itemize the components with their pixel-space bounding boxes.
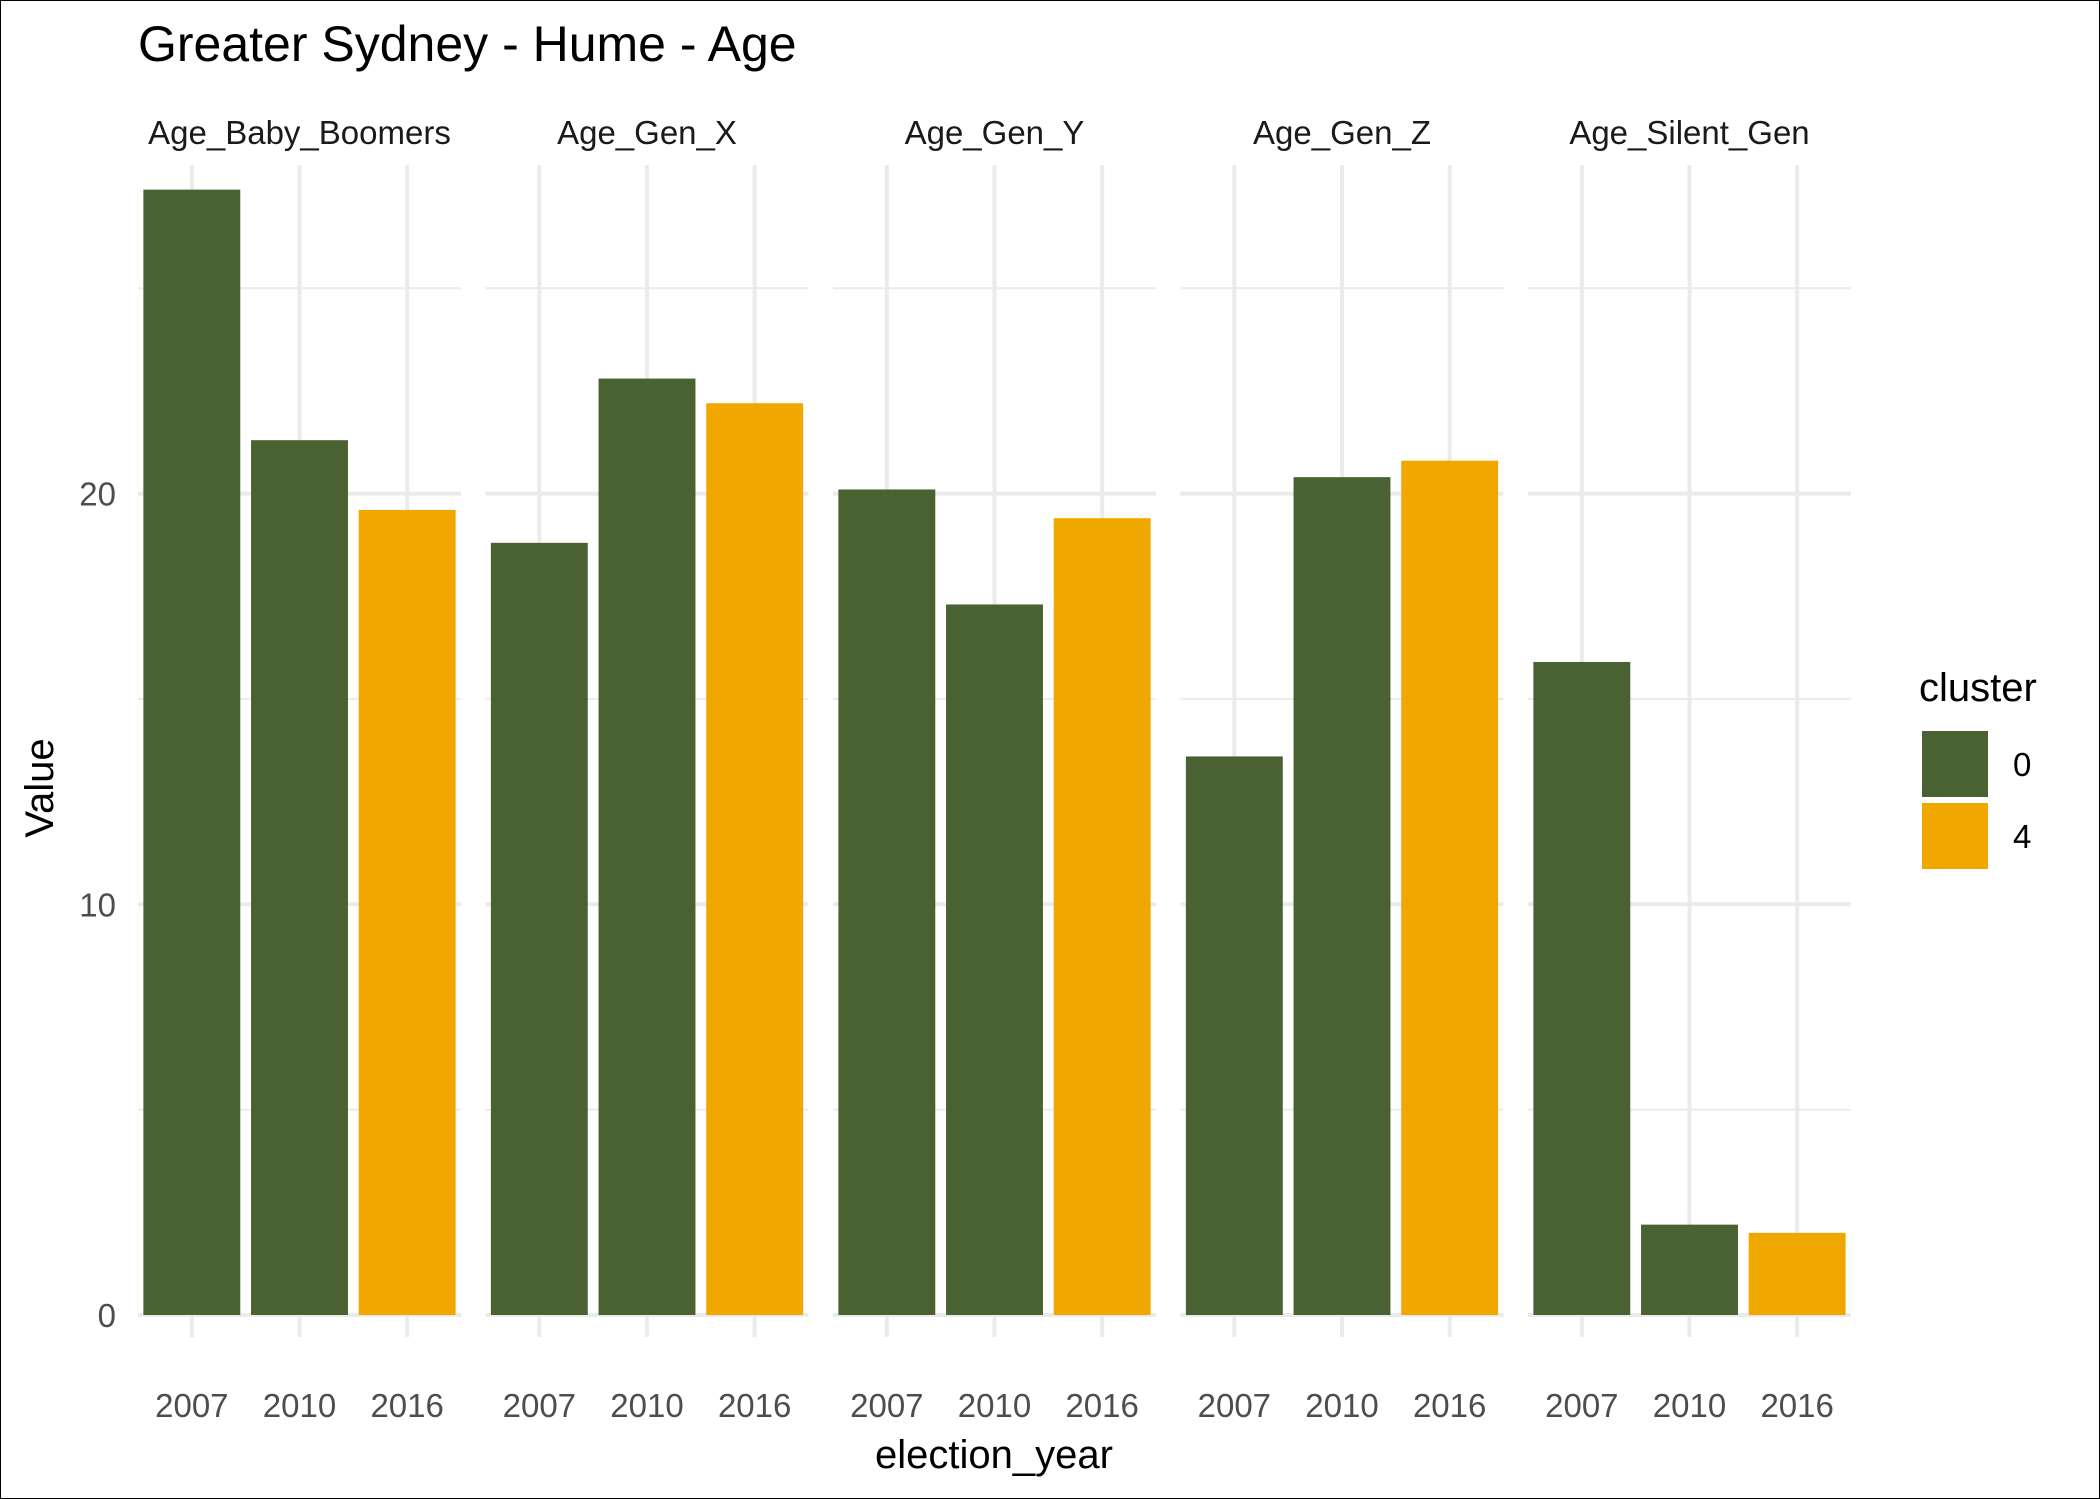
y-tick-labels: 0 10 20 <box>79 476 116 1334</box>
bar-Age_Gen_Y-2016 <box>1053 518 1151 1315</box>
bar-Age_Silent_Gen-2016 <box>1748 1232 1846 1315</box>
facet-label: Age_Baby_Boomers <box>148 114 451 151</box>
x-tick-label: 2010 <box>1653 1387 1726 1424</box>
facet-label: Age_Gen_X <box>557 114 737 151</box>
bar-Age_Baby_Boomers-2016 <box>358 510 456 1315</box>
bar-Age_Silent_Gen-2010 <box>1641 1224 1738 1315</box>
x-tick-label: 2016 <box>1760 1387 1833 1424</box>
x-tick-label: 2007 <box>503 1387 576 1424</box>
x-tick-label: 2007 <box>1545 1387 1618 1424</box>
facet-strip-labels: Age_Baby_Boomers Age_Gen_X Age_Gen_Y Age_Ge… <box>148 114 1810 151</box>
x-tick-label: 2010 <box>610 1387 683 1424</box>
y-tick-label: 20 <box>79 476 116 513</box>
bar-Age_Gen_Y-2007 <box>838 489 936 1315</box>
bar-Age_Gen_Z-2016 <box>1401 460 1499 1315</box>
bar-Age_Baby_Boomers-2007 <box>143 189 241 1316</box>
x-tick-label: 2007 <box>850 1387 923 1424</box>
bar-Age_Gen_X-2016 <box>706 403 804 1315</box>
legend-label-cluster-4: 4 <box>2013 818 2031 855</box>
bar-Age_Gen_Y-2010 <box>946 604 1043 1315</box>
facet-label: Age_Silent_Gen <box>1569 114 1809 151</box>
y-axis-title: Value <box>18 738 62 837</box>
y-tick-label: 10 <box>79 886 116 923</box>
x-tick-label: 2016 <box>718 1387 791 1424</box>
x-tick-label: 2016 <box>1065 1387 1138 1424</box>
bar-Age_Gen_X-2010 <box>598 378 696 1316</box>
x-tick-label: 2010 <box>263 1387 336 1424</box>
x-tick-label: 2010 <box>1305 1387 1378 1424</box>
facet-label: Age_Gen_Z <box>1253 114 1431 151</box>
bar-Age_Gen_Z-2007 <box>1185 756 1283 1315</box>
bar-Age_Silent_Gen-2007 <box>1533 661 1631 1315</box>
legend-label-cluster-0: 0 <box>2013 746 2031 783</box>
bar-Age_Gen_Z-2010 <box>1293 477 1391 1316</box>
legend: cluster 0 4 <box>1919 666 2037 869</box>
x-tick-label: 2016 <box>370 1387 443 1424</box>
x-tick-label: 2007 <box>155 1387 228 1424</box>
x-tick-label: 2010 <box>958 1387 1031 1424</box>
x-tick-labels: 2007 2010 2016 2007 2010 2016 2007 2010 2016 2007… <box>155 1387 1834 1424</box>
bar-Age_Baby_Boomers-2010 <box>251 440 348 1315</box>
legend-title: cluster <box>1919 666 2037 710</box>
x-tick-label: 2007 <box>1198 1387 1271 1424</box>
bar-Age_Gen_X-2007 <box>490 542 588 1315</box>
legend-swatch-cluster-0 <box>1922 731 1988 797</box>
x-tick-label: 2016 <box>1413 1387 1486 1424</box>
chart-title: Greater Sydney - Hume - Age <box>138 16 797 72</box>
facet-label: Age_Gen_Y <box>905 114 1085 151</box>
y-tick-label: 0 <box>98 1297 116 1334</box>
legend-swatch-cluster-4 <box>1922 803 1988 869</box>
x-axis-title: election_year <box>875 1433 1113 1477</box>
bars <box>143 189 1846 1316</box>
